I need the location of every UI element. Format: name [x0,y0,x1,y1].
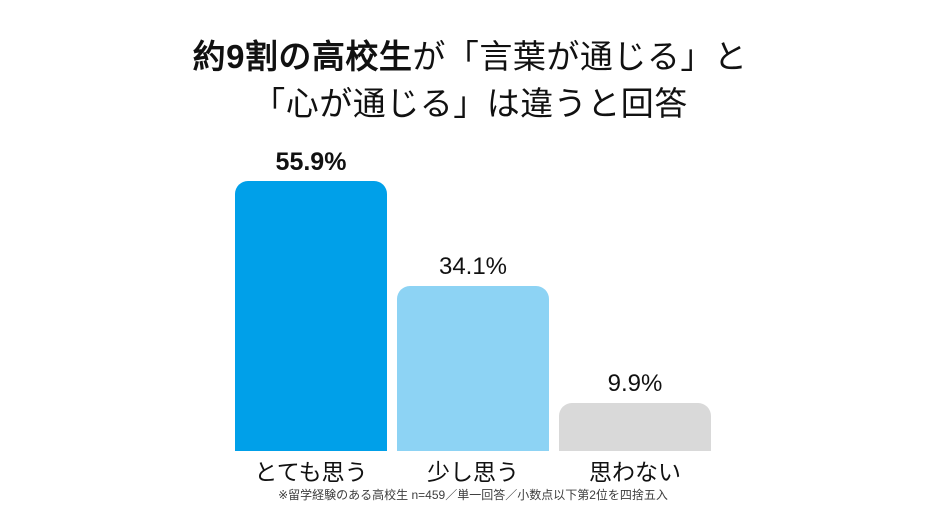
bar-rect-3 [559,403,711,451]
bar-category-label-3: 思わない [589,459,681,485]
bar-category-label-1: とても思う [254,459,368,485]
bar-category-label-2: 少し思う [427,459,519,485]
bar-value-label-3: 9.9% [607,370,663,397]
bar-value-label-2: 34.1% [438,253,508,280]
chart-title: 約9割の高校生が「言葉が通じる」と 「心が通じる」は違うと回答 [20,33,920,127]
chart-title-line1-bold: 約9割の高校生 [192,38,413,75]
chart-title-line1-rest: が「言葉が通じる」と [412,38,748,75]
bar-value-label-1: 55.9% [275,148,347,176]
bar-chart-category-row: とても思う 少し思う 思わない [235,453,711,485]
bar-rect-2 [397,286,549,451]
bar-column: 9.9% [559,140,711,451]
bar-rect-1 [235,181,387,451]
chart-title-line1: 約9割の高校生が「言葉が通じる」と [20,33,920,80]
bar-column: 55.9% [235,140,387,451]
bar-chart-plot: 55.9% 34.1% 9.9% [235,140,711,451]
chart-footnote: ※留学経験のある高校生 n=459／単一回答／小数点以下第2位を四捨五入 [278,488,668,502]
bar-column: 34.1% [397,140,549,451]
chart-title-line2: 「心が通じる」は違うと回答 [252,85,688,122]
